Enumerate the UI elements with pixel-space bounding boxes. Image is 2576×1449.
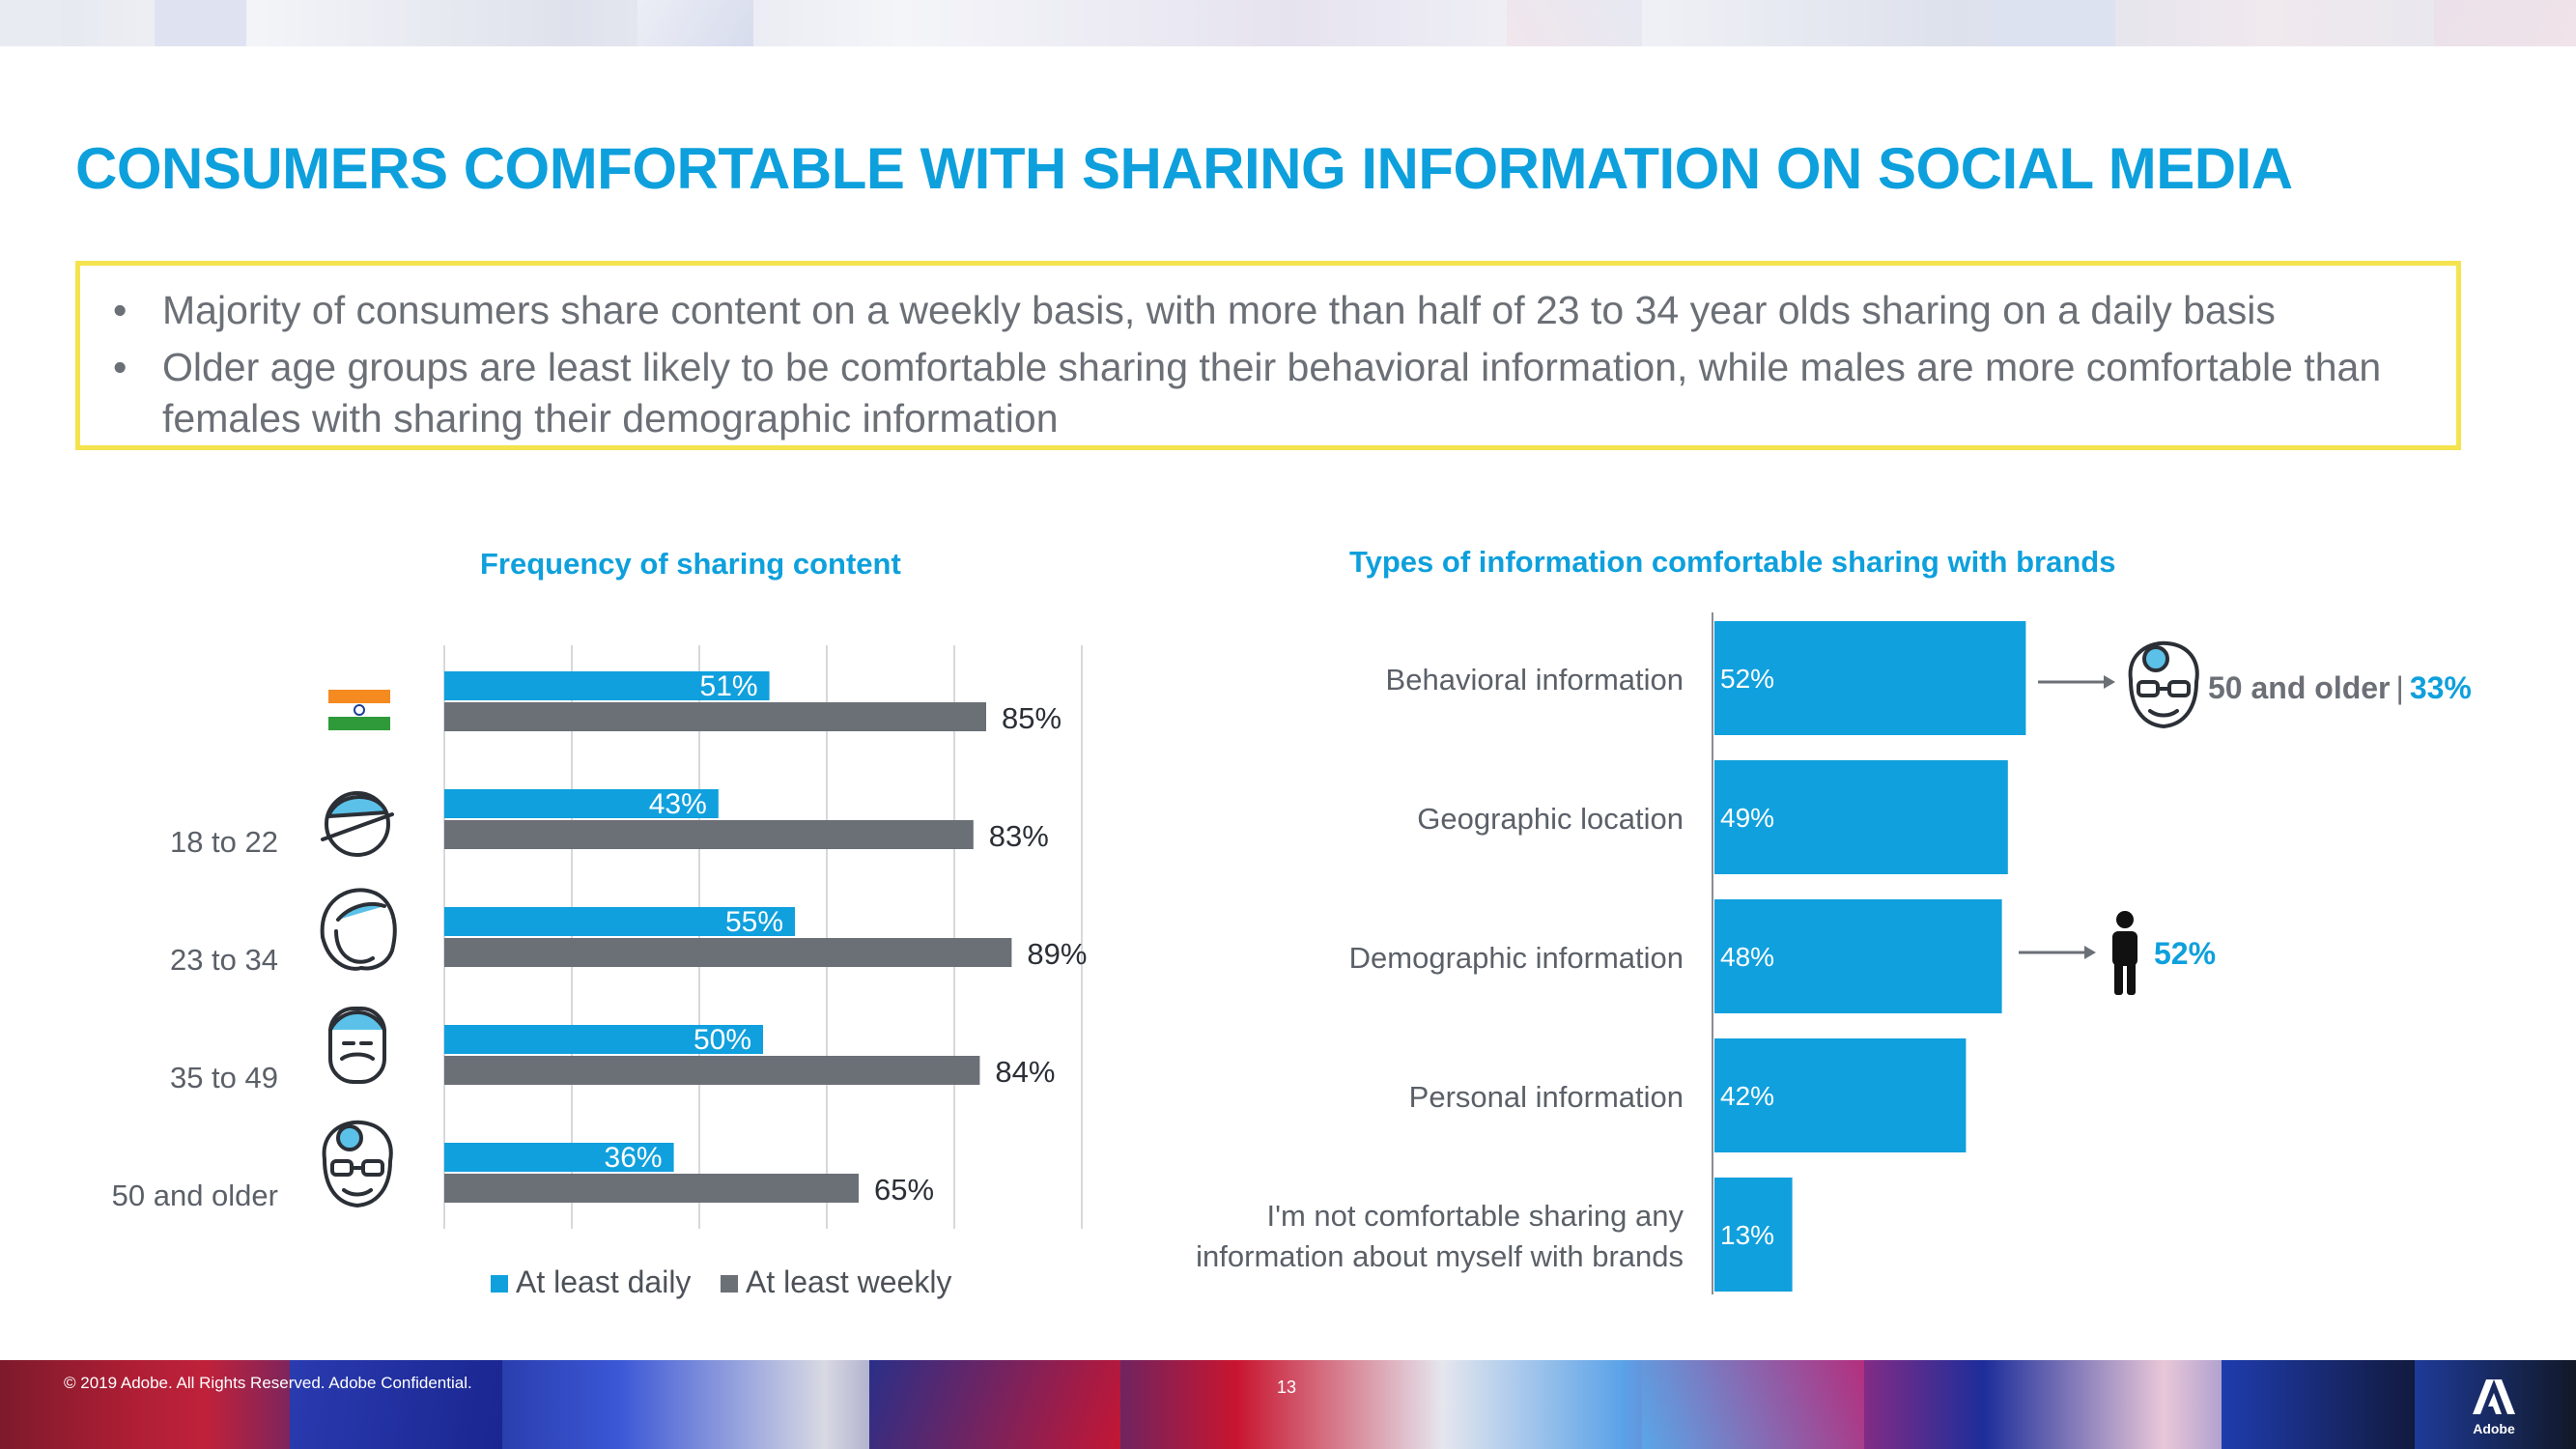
arrowhead-icon xyxy=(2084,946,2096,959)
key-findings-callout: • Majority of consumers share content on … xyxy=(75,261,2461,450)
legend-label-weekly: At least weekly xyxy=(746,1264,951,1299)
category-label: 18 to 22 xyxy=(170,825,278,859)
category-label: I'm not comfortable sharing any xyxy=(1266,1199,1684,1233)
bar-daily xyxy=(444,907,795,936)
data-label-weekly: 84% xyxy=(995,1055,1055,1089)
bar-weekly xyxy=(444,820,974,849)
data-label-info: 49% xyxy=(1720,803,1774,833)
data-label-weekly: 65% xyxy=(874,1173,934,1207)
data-label-daily: 43% xyxy=(649,788,707,820)
bar-weekly xyxy=(444,1174,859,1203)
bar-daily xyxy=(444,789,719,818)
demographic-annotation: 52% xyxy=(2019,911,2216,995)
info-types-chart-title: Types of information comfortable sharing… xyxy=(1349,545,2116,579)
data-label-weekly: 89% xyxy=(1027,937,1087,971)
man-mustache-icon xyxy=(328,1007,386,1084)
legend-label-daily: At least daily xyxy=(516,1264,691,1299)
arrowhead-icon xyxy=(2104,675,2115,689)
info-types-chart: 52% 49% 48% 42% 13% Behavioral information Ge… xyxy=(1196,612,2472,1294)
category-label: Behavioral information xyxy=(1386,663,1684,696)
bar-weekly xyxy=(444,938,1012,967)
bullet-icon: • xyxy=(113,288,127,332)
bar-weekly xyxy=(444,702,986,731)
data-label-weekly: 83% xyxy=(989,819,1049,853)
copyright-text: © 2019 Adobe. All Rights Reserved. Adobe… xyxy=(64,1374,472,1392)
finding-item: • Older age groups are least likely to be… xyxy=(99,342,2427,444)
bar-daily xyxy=(444,671,770,700)
bar-info xyxy=(1714,1038,1967,1152)
category-label: information about myself with brands xyxy=(1196,1239,1684,1273)
data-label-daily: 55% xyxy=(725,906,783,938)
page-title: CONSUMERS COMFORTABLE WITH SHARING INFOR… xyxy=(75,136,2293,201)
bullet-icon: • xyxy=(113,345,127,389)
behavioral-annotation: 50 and older | 33% xyxy=(2038,640,2472,729)
legend-swatch-weekly xyxy=(721,1275,738,1293)
finding-item: • Majority of consumers share content on … xyxy=(99,285,2427,336)
data-label-daily: 51% xyxy=(700,670,758,702)
info-category-labels: Behavioral information Geographic locatio… xyxy=(1196,663,1684,1273)
data-label-info: 52% xyxy=(1720,664,1774,694)
male-figure-icon xyxy=(2112,911,2137,995)
elder-glasses-icon xyxy=(2128,640,2199,729)
legend-swatch-daily xyxy=(491,1275,508,1293)
adobe-logo-text: Adobe xyxy=(2473,1421,2515,1436)
bar-weekly xyxy=(444,1056,980,1085)
bar-info xyxy=(1714,1178,1793,1292)
frequency-bars: 51% 85% 43% 83% 55% 89% 50% 84% 36% 65% xyxy=(444,670,1087,1207)
data-label-daily: 50% xyxy=(694,1024,751,1056)
info-bars: 52% 49% 48% 42% 13% xyxy=(1714,621,2026,1292)
bar-info xyxy=(1714,621,2026,735)
category-label: 23 to 34 xyxy=(170,943,278,977)
bar-daily xyxy=(444,1143,674,1172)
bar-info xyxy=(1714,899,2002,1013)
bar-daily xyxy=(444,1025,763,1054)
page-number: 13 xyxy=(1277,1378,1297,1397)
data-label-daily: 36% xyxy=(605,1142,663,1174)
finding-text: Older age groups are least likely to be … xyxy=(162,345,2382,440)
elder-glasses-icon xyxy=(322,1120,393,1208)
india-flag-icon xyxy=(328,690,390,730)
category-label: 35 to 49 xyxy=(170,1061,278,1094)
data-label-info: 42% xyxy=(1720,1081,1774,1111)
top-decorative-band xyxy=(0,0,2576,46)
frequency-legend: At least daily At least weekly xyxy=(491,1264,951,1299)
data-label-info: 13% xyxy=(1720,1220,1774,1250)
category-label: 50 and older xyxy=(112,1179,278,1212)
data-label-weekly: 85% xyxy=(1002,701,1062,735)
bar-info xyxy=(1714,760,2008,874)
footer-band xyxy=(0,1360,2576,1449)
frequency-chart: 51% 85% 43% 83% 55% 89% 50% 84% 36% 65% 18 to 22 2… xyxy=(112,645,1087,1299)
annotation-male-value: 52% xyxy=(2154,936,2216,971)
adobe-logo: Adobe xyxy=(2473,1379,2515,1436)
data-label-info: 48% xyxy=(1720,942,1774,972)
woman-icon xyxy=(320,888,397,971)
young-person-icon xyxy=(321,791,394,857)
category-label: Demographic information xyxy=(1349,941,1684,975)
category-label: Geographic location xyxy=(1417,802,1684,836)
finding-text: Majority of consumers share content on a… xyxy=(162,288,2276,332)
annotation-age-label: 50 and older | 33% xyxy=(2208,670,2472,705)
category-label: Personal information xyxy=(1409,1080,1684,1114)
frequency-chart-title: Frequency of sharing content xyxy=(480,547,901,581)
frequency-category-labels: 18 to 22 23 to 34 35 to 49 50 and older xyxy=(112,825,278,1212)
frequency-grid xyxy=(443,645,1083,1229)
